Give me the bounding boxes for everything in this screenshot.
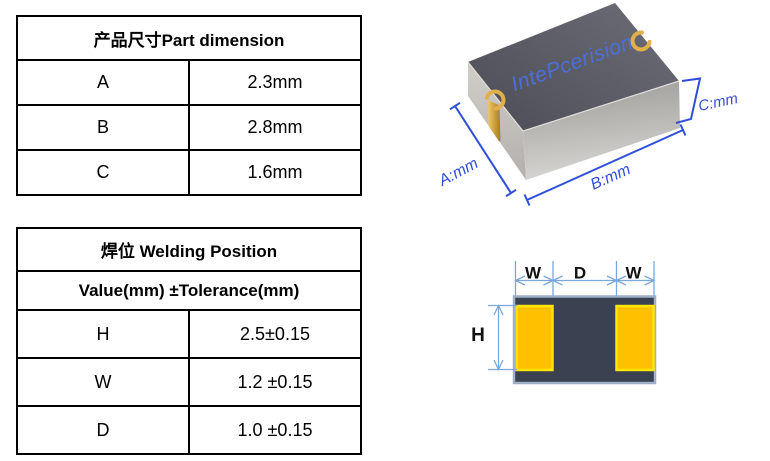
dim-line-b [523, 124, 687, 206]
dimension-label-c: C [18, 151, 190, 194]
table-row: W 1.2 ±0.15 [18, 359, 360, 407]
table-row: H 2.5±0.15 [18, 311, 360, 359]
table-row: D 1.0 ±0.15 [18, 407, 360, 453]
footprint-label-w-right: W [625, 264, 642, 283]
part-dimension-table-title: 产品尺寸Part dimension [18, 17, 360, 61]
footprint-label-d: D [574, 264, 586, 283]
footprint-pad-right [615, 304, 655, 372]
welding-label-h: H [18, 311, 190, 357]
part-3d-render: IntePcerision A:mm B:mm C:mm [435, 3, 740, 206]
table-row: A 2.3mm [18, 61, 360, 106]
gold-terminal-left-strip [488, 100, 500, 142]
dimension-value-c: 1.6mm [247, 162, 303, 182]
gold-terminal-right-ring [630, 30, 652, 52]
chip-edge-highlight [467, 61, 680, 132]
dim-line-c [675, 77, 702, 124]
dimension-value-b: 2.8mm [247, 117, 303, 137]
dim-label-b: B:mm [588, 161, 633, 194]
dim-line-a [449, 101, 517, 198]
welding-position-table-header: Value(mm) ±Tolerance(mm) [18, 272, 360, 311]
dimension-label-b: B [18, 106, 190, 149]
welding-value-h: 2.5±0.15 [240, 323, 310, 344]
dimension-label-a: A [18, 61, 190, 104]
dim-label-c: C:mm [697, 90, 740, 115]
welding-value-w: 1.2 ±0.15 [237, 371, 313, 392]
table-row: C 1.6mm [18, 151, 360, 194]
dimension-value-a: 2.3mm [247, 72, 303, 92]
footprint-pad-left [515, 304, 554, 372]
terminal-groove-shadow [498, 105, 501, 142]
part-dimension-table: 产品尺寸Part dimension A 2.3mm B 2.8mm C 1.6… [16, 15, 362, 196]
chip-top-face [468, 3, 679, 131]
welding-label-w: W [18, 359, 190, 405]
welding-label-d: D [18, 407, 190, 453]
dim-label-a: A:mm [435, 155, 481, 190]
gold-terminal-left-ring [484, 89, 506, 111]
footprint-label-h: H [471, 325, 485, 346]
table-row: B 2.8mm [18, 106, 360, 151]
chip-front-face [523, 81, 680, 180]
dim-lines-wdw [513, 261, 656, 296]
welding-position-table-title: 焊位 Welding Position [18, 229, 360, 272]
dim-line-h [488, 303, 517, 372]
welding-footprint-diagram: W D W H [471, 261, 657, 385]
welding-position-table: 焊位 Welding Position Value(mm) ±Tolerance… [16, 227, 362, 455]
welding-value-d: 1.0 ±0.15 [237, 419, 313, 440]
footprint-label-w-left: W [525, 264, 542, 283]
